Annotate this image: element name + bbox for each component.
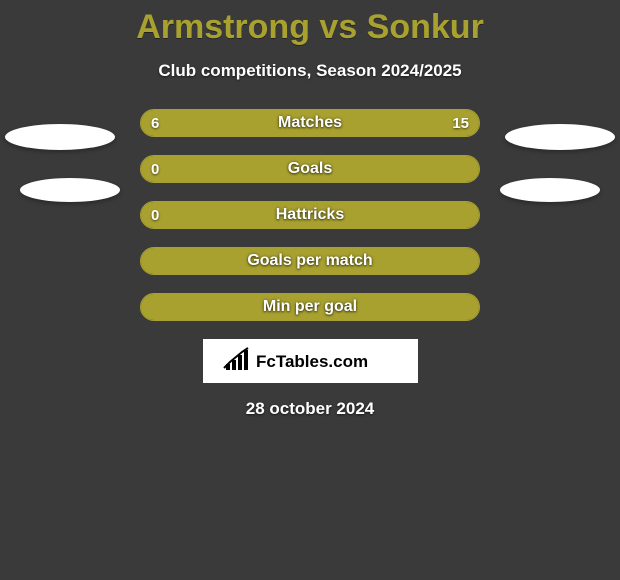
- stat-row-matches: 6 15 Matches: [140, 109, 480, 137]
- stat-row-hattricks: 0 Hattricks: [140, 201, 480, 229]
- stat-label: Goals per match: [141, 248, 479, 274]
- stat-row-min-per-goal: Min per goal: [140, 293, 480, 321]
- brand-box: FcTables.com: [203, 339, 418, 383]
- stat-row-goals-per-match: Goals per match: [140, 247, 480, 275]
- stat-label: Hattricks: [141, 202, 479, 228]
- date-label: 28 october 2024: [0, 399, 620, 419]
- brand-logo-icon: FcTables.com: [220, 346, 400, 376]
- stat-label: Goals: [141, 156, 479, 182]
- page-title: Armstrong vs Sonkur: [0, 0, 620, 47]
- subtitle: Club competitions, Season 2024/2025: [0, 61, 620, 81]
- player-right-ellipse-2: [500, 178, 600, 202]
- comparison-chart: 6 15 Matches 0 Goals 0 Hattricks Goals p…: [0, 109, 620, 419]
- stat-row-goals: 0 Goals: [140, 155, 480, 183]
- stat-label: Min per goal: [141, 294, 479, 320]
- stat-label: Matches: [141, 110, 479, 136]
- brand-text: FcTables.com: [256, 352, 368, 371]
- player-left-ellipse-2: [20, 178, 120, 202]
- player-left-ellipse-1: [5, 124, 115, 150]
- player-right-ellipse-1: [505, 124, 615, 150]
